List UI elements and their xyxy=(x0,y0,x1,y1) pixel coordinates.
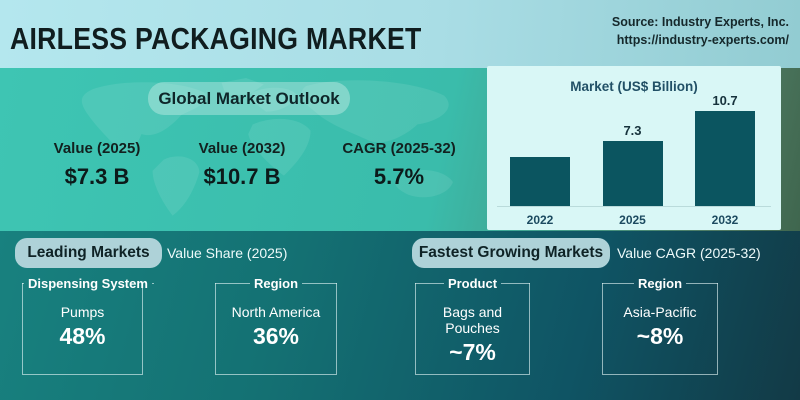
chart-bar-group: 10.7 xyxy=(695,93,755,206)
info-card-dispensing-system: Dispensing System Pumps 48% xyxy=(22,274,154,375)
chart-bar-value-label: 10.7 xyxy=(712,93,738,108)
chart-plot-area: 7.3 10.7 xyxy=(487,93,781,206)
bottom-band: Leading Markets Value Share (2025) Faste… xyxy=(0,231,800,400)
card-border-segment xyxy=(151,282,154,284)
card-category-label: Region xyxy=(637,275,683,291)
leading-markets-subtitle: Value Share (2025) xyxy=(167,245,288,261)
card-value: ~8% xyxy=(636,323,684,349)
card-value: 48% xyxy=(59,323,106,349)
leading-markets-badge: Leading Markets xyxy=(15,238,162,268)
chart-year-label: 2022 xyxy=(526,213,554,227)
card-border-segment xyxy=(602,282,634,284)
chart-title: Market (US$ Billion) xyxy=(570,79,698,94)
chart-bar-group xyxy=(510,139,570,206)
card-value: 36% xyxy=(252,323,300,349)
info-card-leading-region: Region North America 36% xyxy=(215,274,337,375)
chart-year-label: 2032 xyxy=(711,213,739,227)
card-name: Asia-Pacific xyxy=(623,304,697,320)
card-border-segment xyxy=(302,282,337,284)
stat-value: $10.7 B xyxy=(203,164,281,189)
header-band: AIRLESS PACKAGING MARKET Source: Industr… xyxy=(0,0,800,68)
card-border-segment xyxy=(501,282,530,284)
card-category-label: Dispensing System xyxy=(28,275,148,291)
card-value: ~7% xyxy=(449,339,496,365)
info-card-product: Product Bags and Pouches ~7% xyxy=(415,274,530,375)
outlook-badge: Global Market Outlook xyxy=(148,82,350,115)
card-border-segment xyxy=(415,282,444,284)
card-category-label: Region xyxy=(253,275,299,291)
page-title: AIRLESS PACKAGING MARKET xyxy=(10,21,422,56)
card-border-segment xyxy=(22,282,24,284)
chart-axis-line xyxy=(497,206,771,207)
stat-value-2032: Value (2032) $10.7 B xyxy=(172,140,312,190)
market-chart-panel: Market (US$ Billion) 7.3 10.7 2022 2025 … xyxy=(487,66,781,230)
stat-label: CAGR (2025-32) xyxy=(342,140,456,157)
stat-value: 5.7% xyxy=(373,164,425,189)
chart-x-axis: 2022 2025 2032 xyxy=(487,213,781,227)
card-border-segment xyxy=(686,282,718,284)
card-border-segment xyxy=(215,282,250,284)
source-line-1: Source: Industry Experts, Inc. xyxy=(611,15,789,29)
card-category-label: Product xyxy=(447,275,498,291)
chart-bar xyxy=(602,141,663,206)
chart-bar xyxy=(510,157,570,206)
fastest-growing-badge: Fastest Growing Markets xyxy=(412,238,610,268)
info-card-fastest-region: Region Asia-Pacific ~8% xyxy=(602,274,718,375)
source-line-2: https://industry-experts.com/ xyxy=(616,33,789,48)
stat-value: $7.3 B xyxy=(64,164,130,189)
card-name: Pumps xyxy=(60,304,105,320)
card-name: Bags and Pouches xyxy=(442,304,503,336)
stat-cagr: CAGR (2025-32) 5.7% xyxy=(324,140,474,190)
stat-label: Value (2025) xyxy=(53,140,141,157)
stat-label: Value (2032) xyxy=(198,140,286,157)
stat-value-2025: Value (2025) $7.3 B xyxy=(27,140,167,190)
chart-year-label: 2025 xyxy=(619,213,646,227)
source-text: Source: Industry Experts, Inc. https://i… xyxy=(612,13,789,49)
chart-bar-group: 7.3 xyxy=(602,123,663,206)
chart-bar-value-label: 7.3 xyxy=(623,123,642,138)
card-name: North America xyxy=(231,304,321,320)
fastest-growing-subtitle: Value CAGR (2025-32) xyxy=(617,245,761,261)
chart-bar xyxy=(695,111,755,206)
